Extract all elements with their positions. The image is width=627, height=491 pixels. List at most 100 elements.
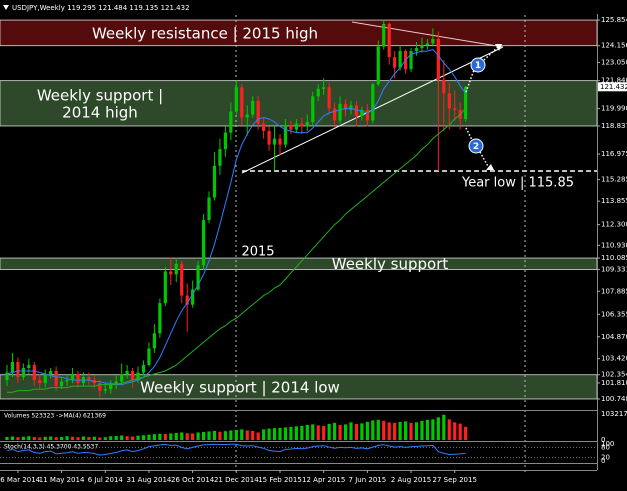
candle-body: [349, 105, 353, 110]
candle-body: [174, 263, 178, 275]
candle-body: [376, 46, 380, 85]
volume-bar: [305, 424, 309, 440]
volume-label: Volumes 523323 ->MA(4) 621369: [4, 413, 106, 420]
y-tick-label: 125.854: [601, 16, 627, 24]
volume-bar: [436, 417, 440, 440]
candle-body: [120, 374, 124, 382]
volume-bar: [229, 430, 233, 440]
x-tick-label: 6 Jul 2014: [88, 476, 124, 484]
candle-body: [158, 303, 162, 334]
volume-bar: [191, 433, 195, 440]
volume-bar: [109, 436, 113, 440]
volume-bar: [21, 436, 25, 440]
x-tick-label: 27 Sep 2015: [433, 476, 477, 484]
volume-bar: [414, 422, 419, 440]
y-tick-label: 103.420: [601, 355, 627, 363]
y-tick-label: 116.975: [601, 150, 627, 158]
candle-body: [387, 23, 391, 58]
candle-body: [262, 123, 266, 132]
candle-body: [316, 88, 320, 97]
candle-body: [223, 132, 227, 150]
chart-title: USDJPY,Weekly 119.295 121.484 119.135 12…: [12, 4, 190, 12]
candle-body: [343, 103, 348, 110]
candle-body: [185, 295, 189, 305]
candle-body: [300, 123, 304, 127]
candle-body: [125, 371, 129, 375]
path-arrow: [465, 127, 473, 141]
x-tick-label: 15 Feb 2015: [258, 476, 302, 484]
volume-bar: [240, 429, 244, 440]
volume-bar: [136, 435, 140, 440]
volume-bar: [114, 435, 118, 440]
x-tick-label: 31 Aug 2014: [127, 476, 172, 484]
volume-bar: [65, 436, 69, 440]
zones: Weekly resistance | 2015 high Weekly supp…: [0, 19, 598, 400]
volume-bar: [311, 424, 315, 440]
volume-bar: [201, 431, 206, 440]
x-tick-label: 16 Mar 2014: [0, 476, 41, 484]
zone-label: Weekly support | 2014 low: [140, 378, 340, 396]
candle-body: [196, 265, 200, 290]
volume-bar: [267, 428, 271, 440]
y-tick-label: 106.355: [601, 310, 627, 318]
candle-body: [114, 381, 118, 385]
volume-bar: [174, 432, 178, 440]
volume-bar: [60, 436, 64, 440]
candle-body: [16, 361, 20, 378]
candle-body: [398, 51, 402, 68]
candle-body: [136, 372, 140, 381]
volume-bar: [409, 422, 413, 440]
volume-bar: [464, 426, 468, 440]
candle-body: [141, 364, 146, 373]
volume-bar: [398, 421, 402, 440]
candle-body: [27, 364, 31, 369]
marker-circle: [470, 57, 486, 73]
year-low-label: Year low | 115.85: [461, 176, 574, 191]
plot: [5, 20, 468, 397]
volume-bar: [196, 432, 200, 440]
moving-average: [6, 49, 467, 386]
volume-bar: [387, 422, 391, 440]
y-tick-label: 110.930: [601, 241, 627, 249]
volume-bar: [349, 422, 353, 440]
volume-bar: [5, 436, 9, 440]
volume-bar: [120, 435, 124, 440]
last-price-label: 121.432: [600, 83, 627, 91]
zone: [0, 19, 598, 47]
marker-circle: [468, 138, 484, 154]
volume-bar: [458, 423, 462, 440]
candle-body: [256, 100, 260, 124]
volume-bar: [70, 436, 75, 440]
volume-bar: [152, 434, 157, 440]
x-tick-label: 12 Apr 2015: [302, 476, 345, 484]
x-tick-label: 2 Aug 2015: [391, 476, 431, 484]
candle-body: [283, 125, 288, 145]
volume-bar: [343, 424, 348, 440]
volume-bar: [16, 437, 20, 440]
volume-bar: [10, 436, 15, 440]
volume-bar: [49, 436, 53, 440]
volume-bar: [376, 419, 380, 440]
volume-bar: [218, 431, 222, 440]
candle-body: [207, 197, 211, 221]
candle-body: [289, 125, 293, 130]
volume-bar: [322, 425, 326, 440]
volume-bar: [87, 436, 91, 440]
volume-bar: [158, 433, 162, 440]
volume-bar: [294, 426, 298, 440]
volume-bar: [316, 425, 320, 440]
candle-body: [54, 371, 58, 387]
candle-body: [436, 38, 440, 80]
candle-body: [240, 87, 244, 118]
y-tick-label: 123.050: [601, 58, 627, 66]
candle-body: [60, 381, 64, 387]
volume-bar: [272, 428, 277, 440]
candle-body: [305, 122, 309, 127]
volume-bar: [382, 420, 386, 440]
candle-body: [49, 371, 53, 375]
x-tick-label: 26 Oct 2014: [171, 476, 215, 484]
candle-body: [38, 380, 42, 384]
candle-body: [76, 374, 80, 384]
y-tick-label: 104.870: [601, 333, 627, 341]
volume-bar: [420, 420, 424, 440]
